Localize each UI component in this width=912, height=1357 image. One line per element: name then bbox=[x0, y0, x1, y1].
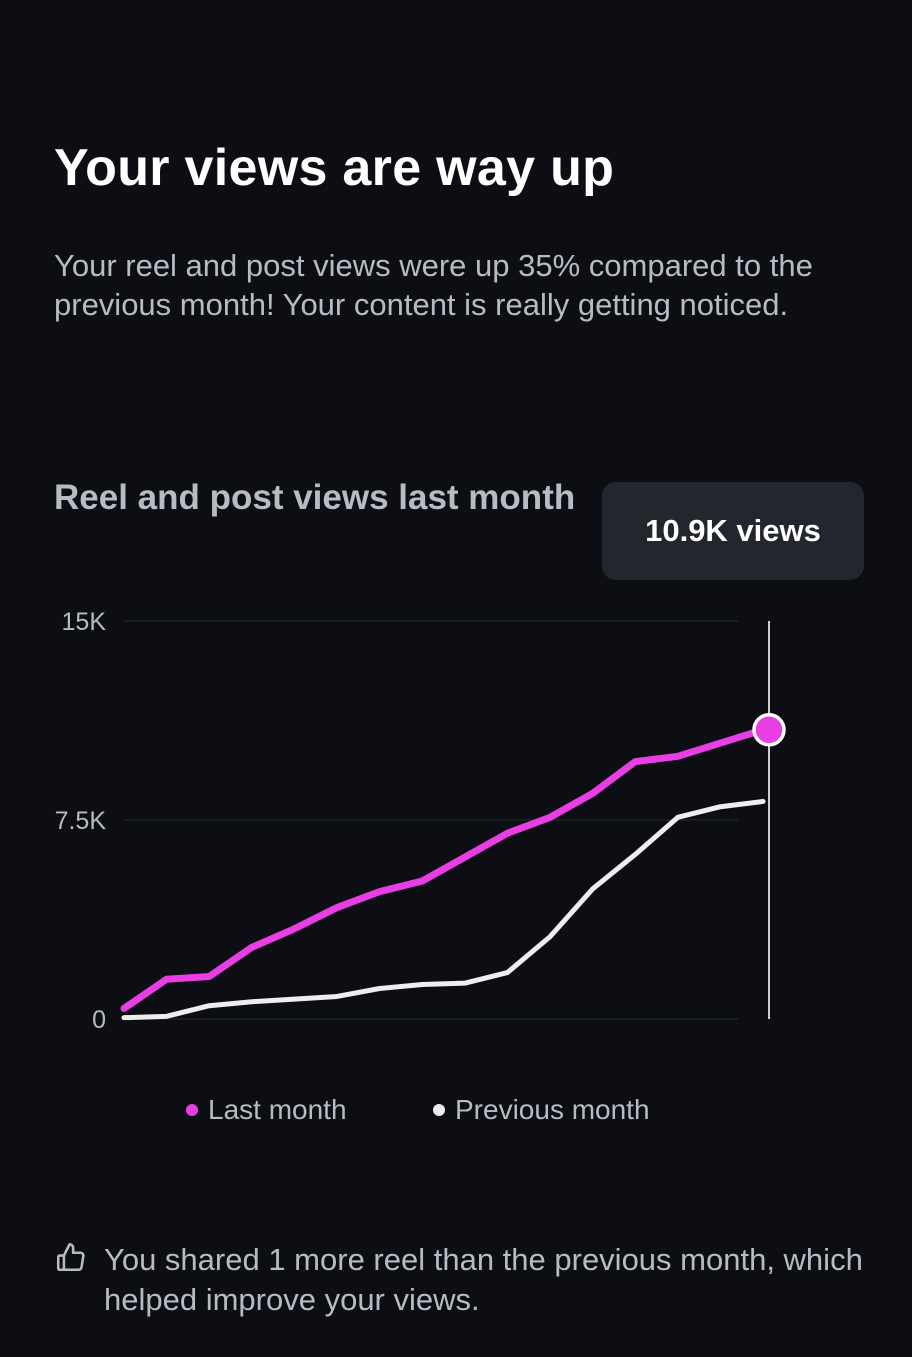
chart-title: Reel and post views last month bbox=[54, 478, 576, 517]
y-tick-label: 7.5K bbox=[55, 807, 107, 835]
legend-dot-previous-month bbox=[433, 1104, 445, 1116]
legend-label-last-month: Last month bbox=[208, 1094, 347, 1125]
footnote: You shared 1 more reel than the previous… bbox=[54, 1240, 874, 1320]
headline: Your views are way up bbox=[54, 139, 615, 197]
series-line-previous-month bbox=[121, 798, 766, 1021]
value-tooltip: 10.9K views bbox=[602, 482, 864, 580]
thumbs-up-icon bbox=[56, 1242, 85, 1272]
footnote-text: You shared 1 more reel than the previous… bbox=[104, 1242, 863, 1317]
views-line-chart[interactable]: 0 7.5K 15K bbox=[0, 590, 912, 1050]
y-tick-label: 15K bbox=[62, 608, 107, 636]
highlight-point bbox=[752, 713, 786, 747]
series-line-last-month bbox=[120, 726, 767, 1012]
legend-dot-last-month bbox=[186, 1104, 198, 1116]
legend-item-previous-month[interactable]: Previous month bbox=[433, 1094, 650, 1126]
description: Your reel and post views were up 35% com… bbox=[54, 248, 813, 322]
legend-label-previous-month: Previous month bbox=[455, 1094, 650, 1125]
y-tick-label: 0 bbox=[92, 1006, 106, 1034]
legend-item-last-month[interactable]: Last month bbox=[186, 1094, 347, 1126]
